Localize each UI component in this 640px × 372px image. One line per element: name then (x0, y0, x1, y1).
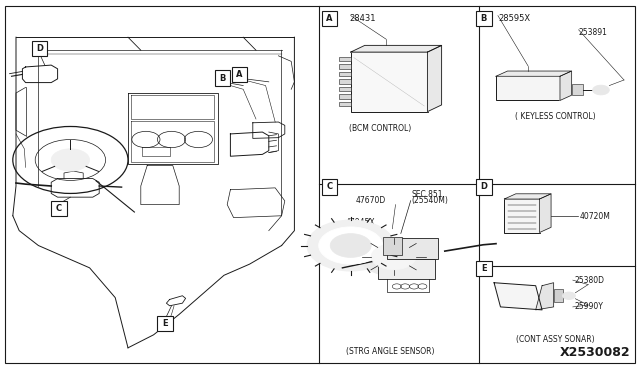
Circle shape (307, 220, 394, 271)
Bar (339, 87, 351, 91)
Circle shape (563, 292, 575, 299)
FancyBboxPatch shape (322, 11, 337, 26)
Text: E: E (163, 319, 168, 328)
Text: X2530082: X2530082 (560, 346, 630, 359)
Polygon shape (428, 45, 442, 112)
Text: (25540M): (25540M) (412, 196, 449, 205)
Bar (339, 72, 351, 76)
Text: 47945X: 47945X (346, 218, 375, 227)
Text: SEC.851: SEC.851 (412, 190, 443, 199)
Text: (CONT ASSY SONAR): (CONT ASSY SONAR) (516, 335, 595, 344)
Text: D: D (481, 182, 487, 191)
Polygon shape (540, 194, 551, 232)
FancyBboxPatch shape (322, 179, 337, 195)
Text: D: D (36, 44, 43, 53)
Text: 28431: 28431 (349, 14, 376, 23)
Text: A: A (236, 70, 243, 79)
Circle shape (51, 149, 90, 171)
Bar (496, 76, 560, 100)
Circle shape (360, 237, 427, 276)
FancyBboxPatch shape (476, 11, 492, 26)
Circle shape (330, 234, 371, 257)
Polygon shape (504, 194, 551, 199)
Text: B: B (220, 74, 226, 83)
FancyBboxPatch shape (32, 41, 47, 56)
FancyBboxPatch shape (232, 67, 247, 82)
Circle shape (593, 85, 609, 95)
Text: 47670D: 47670D (356, 196, 386, 205)
Text: E: E (481, 264, 486, 273)
Bar (339, 57, 351, 61)
Text: (STRG ANGLE SENSOR): (STRG ANGLE SENSOR) (346, 347, 435, 356)
Polygon shape (536, 283, 554, 310)
Text: 40720M: 40720M (580, 212, 611, 221)
Polygon shape (351, 45, 442, 52)
Text: 253891: 253891 (579, 28, 607, 37)
Bar (351, 52, 428, 112)
Polygon shape (560, 71, 572, 100)
Bar (572, 84, 583, 95)
Text: ( KEYLESS CONTROL): ( KEYLESS CONTROL) (515, 112, 596, 121)
Bar (339, 94, 351, 99)
Polygon shape (494, 283, 542, 310)
Bar (378, 259, 435, 279)
Text: 28595X: 28595X (498, 14, 530, 23)
Bar (554, 289, 563, 302)
FancyBboxPatch shape (215, 70, 230, 86)
FancyBboxPatch shape (157, 316, 173, 331)
Circle shape (319, 227, 383, 264)
Text: 25990Y: 25990Y (574, 302, 603, 311)
Text: (BCM CONTROL): (BCM CONTROL) (349, 124, 412, 133)
Circle shape (371, 244, 416, 270)
Bar (339, 79, 351, 84)
FancyBboxPatch shape (51, 201, 67, 216)
Bar (504, 199, 540, 232)
FancyBboxPatch shape (476, 179, 492, 195)
Bar (387, 238, 438, 259)
Text: 25380D: 25380D (574, 276, 604, 285)
Bar (339, 102, 351, 106)
Polygon shape (496, 71, 572, 76)
FancyBboxPatch shape (476, 261, 492, 276)
Text: C: C (56, 204, 62, 213)
Bar (383, 237, 402, 255)
Text: C: C (326, 182, 333, 191)
Text: B: B (481, 14, 487, 23)
Bar (339, 64, 351, 69)
Text: A: A (326, 14, 333, 23)
